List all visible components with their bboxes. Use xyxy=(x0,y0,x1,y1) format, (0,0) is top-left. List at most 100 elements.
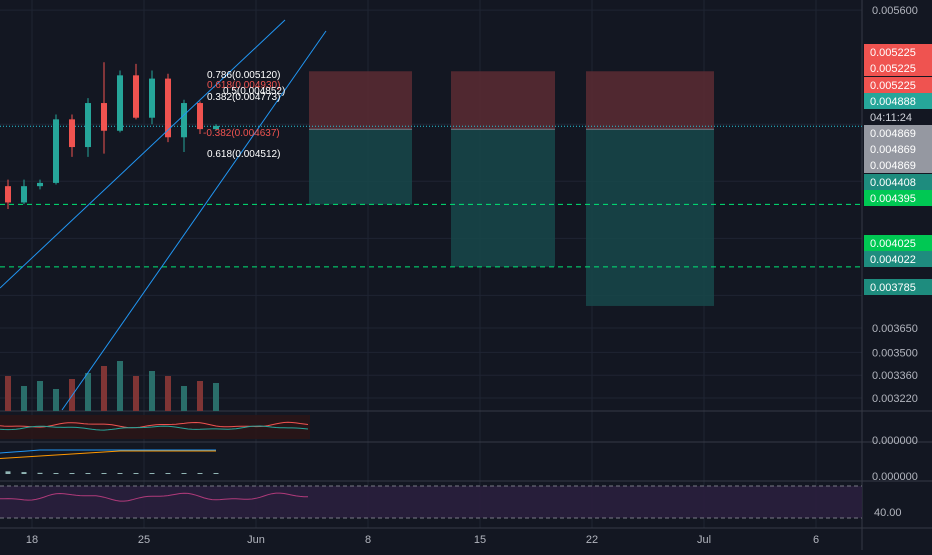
volume-bar xyxy=(133,376,139,411)
macd-signal-line xyxy=(0,450,216,460)
price-label: 0.004869 xyxy=(870,160,916,172)
macd-line xyxy=(0,449,216,454)
macd-histogram-bar xyxy=(165,473,171,474)
price-label: 0.004395 xyxy=(870,193,916,205)
oscillator-axis-tick: 0.000000 xyxy=(872,435,918,447)
price-label-tag xyxy=(864,77,932,93)
trend-channel[interactable] xyxy=(0,19,327,411)
macd-histogram-bar xyxy=(85,473,91,474)
stop-loss-zone[interactable] xyxy=(309,71,412,130)
rsi-band xyxy=(0,486,862,518)
price-label-tag xyxy=(864,157,932,173)
candle-body[interactable] xyxy=(5,186,11,203)
price-label-tag xyxy=(864,174,932,190)
candle-body[interactable] xyxy=(165,78,171,138)
price-axis-tick: 0.003650 xyxy=(872,323,918,335)
macd-histogram-bar xyxy=(21,472,27,474)
candle-body[interactable] xyxy=(149,78,155,118)
time-axis[interactable]: 18 25 Jun 8 15 22 Jul 6 xyxy=(26,534,819,546)
macd-histogram-bar xyxy=(117,473,123,474)
price-axis-tick: 0.003500 xyxy=(872,347,918,359)
price-label: 0.004022 xyxy=(870,254,916,266)
price-axis-tick: 0.005600 xyxy=(872,5,918,17)
candle-body[interactable] xyxy=(181,103,187,138)
oscillator-line-slow xyxy=(0,425,309,431)
volume-bar xyxy=(101,366,107,411)
macd-histogram-bar xyxy=(213,473,219,474)
macd-histogram-bar xyxy=(149,473,155,474)
channel-lower-line[interactable] xyxy=(61,30,327,411)
price-label: 0.004869 xyxy=(870,128,916,140)
price-label-tag xyxy=(864,235,932,251)
price-label: 0.003785 xyxy=(870,282,916,294)
take-profit-zone[interactable] xyxy=(309,129,412,205)
candlestick-series[interactable] xyxy=(0,62,219,359)
price-label: 0.004025 xyxy=(870,238,916,250)
fib-level-label[interactable]: 0.786(0.005120) xyxy=(207,70,280,81)
stop-loss-zone[interactable] xyxy=(586,71,714,130)
volume-bar xyxy=(117,361,123,411)
take-profit-zone[interactable] xyxy=(451,129,555,267)
fib-level-label[interactable]: 0.618(0.004930) xyxy=(207,80,280,91)
volume-bar xyxy=(213,383,219,411)
macd-histogram-bar xyxy=(101,473,107,474)
candle-body[interactable] xyxy=(213,125,219,130)
macd-histogram-bar xyxy=(69,473,75,474)
volume-bar xyxy=(149,371,155,411)
candle-body[interactable] xyxy=(53,119,59,183)
fib-level-label[interactable]: -0.382(0.004637) xyxy=(203,128,280,139)
macd-histogram-bar xyxy=(5,471,11,474)
time-axis-tick: 8 xyxy=(365,534,371,546)
time-axis-tick: 25 xyxy=(138,534,150,546)
time-axis-tick: 15 xyxy=(474,534,486,546)
price-label-tag xyxy=(864,125,932,141)
indicator-panes xyxy=(0,410,932,519)
fib-level-label[interactable]: 0.382(0.004773) xyxy=(207,92,280,103)
price-axis-tick: 0.003360 xyxy=(872,370,918,382)
candle-body[interactable] xyxy=(197,103,203,130)
macd-histogram-bar xyxy=(197,473,203,474)
candle-body[interactable] xyxy=(101,103,107,131)
candle-body[interactable] xyxy=(85,103,91,148)
position-zones[interactable] xyxy=(0,71,862,306)
price-label-tag xyxy=(864,109,932,125)
time-axis-tick: 6 xyxy=(813,534,819,546)
fibonacci-levels[interactable]: 0.786(0.005120)0.618(0.004930)0.5(0.0048… xyxy=(203,70,285,160)
macd-histogram-bar xyxy=(53,473,59,474)
candle-body[interactable] xyxy=(37,182,43,187)
macd-axis-tick: 0.000000 xyxy=(872,471,918,483)
price-label-tag xyxy=(864,93,932,109)
stop-loss-zone[interactable] xyxy=(451,71,555,130)
price-label: 0.005225 xyxy=(870,80,916,92)
price-label-tag xyxy=(864,190,932,206)
candle-body[interactable] xyxy=(117,75,123,131)
price-axis-tick: 0.003220 xyxy=(872,393,918,405)
volume-bar xyxy=(53,389,59,411)
take-profit-zone[interactable] xyxy=(586,129,714,306)
fib-level-label[interactable]: 0.618(0.004512) xyxy=(207,149,280,160)
candle-body[interactable] xyxy=(21,186,27,203)
price-label: 0.005225 xyxy=(870,47,916,59)
rsi-line xyxy=(0,492,308,502)
volume-bar xyxy=(37,381,43,411)
fib-level-label[interactable]: 0.5(0.004852) xyxy=(223,86,285,97)
candle-body[interactable] xyxy=(133,75,139,118)
volume-bar xyxy=(165,376,171,411)
price-label: 0.004869 xyxy=(870,144,916,156)
volume-bar xyxy=(5,376,11,411)
time-axis-tick: 22 xyxy=(586,534,598,546)
price-axis[interactable]: 0.0056000.0042000.0036500.0035000.003360… xyxy=(864,5,932,519)
price-label: 0.004408 xyxy=(870,177,916,189)
candle-body[interactable] xyxy=(69,119,75,148)
volume-bars xyxy=(5,361,219,411)
channel-upper-line[interactable] xyxy=(0,19,286,289)
volume-bar xyxy=(197,381,203,411)
time-axis-tick: Jun xyxy=(247,534,265,546)
price-label-tag xyxy=(864,60,932,76)
volume-bar xyxy=(85,373,91,411)
macd-histogram-bar xyxy=(181,473,187,474)
price-label-tag xyxy=(864,44,932,60)
